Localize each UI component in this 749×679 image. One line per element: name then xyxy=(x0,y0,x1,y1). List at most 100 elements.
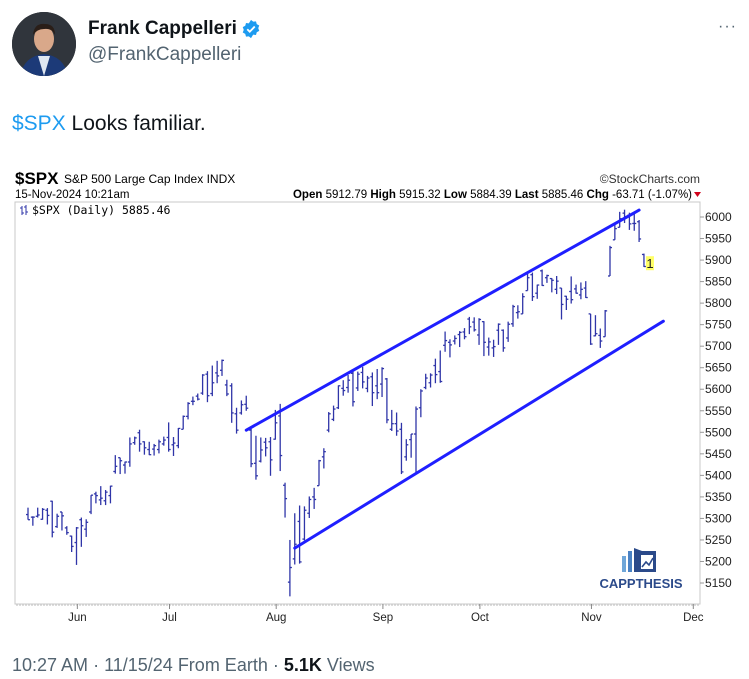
ohlc-bar xyxy=(176,427,181,449)
y-axis: 6000 5950 5900 5850 5800 5750 5700 5650 5600 5550… xyxy=(700,210,732,590)
ohlc-bar xyxy=(511,304,515,327)
ohlc-bar xyxy=(530,272,535,301)
ohlc-bar xyxy=(341,380,346,396)
tweet-text: $SPX Looks familiar. xyxy=(12,112,206,135)
ohlc-bar xyxy=(98,486,103,506)
ohlc-bar xyxy=(428,373,433,388)
ohlc-bar xyxy=(171,437,176,456)
y-tick-label: 5850 xyxy=(705,275,732,289)
y-tick-label: 5400 xyxy=(705,468,732,482)
ohlc-bar xyxy=(389,409,394,432)
y-tick-label: 5150 xyxy=(705,576,732,590)
ohlc-bar xyxy=(394,412,399,436)
ohlc-bar xyxy=(200,374,205,395)
plot-area xyxy=(14,201,701,605)
avatar[interactable] xyxy=(12,12,76,76)
ohlc-bar xyxy=(224,379,229,397)
ohlc-bar xyxy=(336,385,341,410)
x-tick-label: Dec xyxy=(683,612,704,624)
lower-channel-line xyxy=(293,319,665,550)
ohlc-bar xyxy=(118,457,123,475)
watermark-text: CAPPTHESIS xyxy=(599,576,682,591)
ohlc-bar xyxy=(501,329,506,352)
chart-symbol: $SPX xyxy=(15,169,59,188)
x-tick-label: Nov xyxy=(581,612,602,624)
ohlc-bar xyxy=(152,443,157,456)
stockcharts-credit: ©StockCharts.com xyxy=(600,172,700,186)
ohlc-bar xyxy=(108,485,113,504)
ohlc-bar xyxy=(540,269,545,287)
ohlc-bar xyxy=(147,441,152,456)
ohlc-bar xyxy=(30,516,35,526)
ohlc-bar xyxy=(93,491,98,504)
ohlc-bar xyxy=(637,220,642,242)
ohlc-bar xyxy=(481,320,486,357)
ohlc-bar xyxy=(593,315,598,337)
y-tick-label: 5650 xyxy=(705,361,732,375)
ohlc-bar xyxy=(79,517,84,547)
ohlc-bar xyxy=(161,436,166,446)
y-tick-label: 5750 xyxy=(705,318,732,332)
y-tick-label: 5500 xyxy=(705,425,732,439)
ohlc-bar xyxy=(472,317,477,332)
chart-datetime: 15-Nov-2024 10:21am xyxy=(15,189,129,201)
x-tick-label: Jun xyxy=(68,612,87,624)
ohlc-bar xyxy=(127,437,132,467)
ohlc-bar xyxy=(312,487,317,509)
tweet-time[interactable]: 10:27 AM xyxy=(12,655,89,675)
y-tick-label: 5450 xyxy=(705,447,732,461)
ohlc-bar xyxy=(190,396,195,406)
ohlc-bar xyxy=(452,335,457,345)
y-tick-label: 5300 xyxy=(705,511,732,525)
ohlc-bar xyxy=(520,293,525,315)
ohlc-bar xyxy=(559,287,564,320)
ohlc-bar xyxy=(59,511,64,531)
ohlc-bar xyxy=(569,276,574,304)
ohlc-bar xyxy=(486,337,491,356)
ohlc-bar xyxy=(26,507,30,521)
x-axis: Jun Jul Aug Sep Oct Nov Dec xyxy=(16,604,704,624)
ellipsis-icon[interactable]: ··· xyxy=(718,18,737,35)
ohlc-bar xyxy=(123,461,127,474)
ohlc-bar xyxy=(156,439,161,454)
ohlc-bar xyxy=(544,274,549,283)
ohlc-bar xyxy=(89,494,94,515)
x-tick-label: Jul xyxy=(162,612,177,624)
ohlc-bar xyxy=(447,339,452,358)
ohlc-bar xyxy=(258,437,263,463)
ohlc-bar xyxy=(564,295,569,311)
author-handle[interactable]: @FrankCappelleri xyxy=(88,44,242,65)
ohlc-bar xyxy=(603,310,608,338)
ohlc-bar xyxy=(380,367,385,397)
stock-chart[interactable]: $SPX S&P 500 Large Cap Index INDX ©Stock… xyxy=(0,160,749,630)
ohlc-bar xyxy=(64,526,69,535)
ohlc-bar xyxy=(103,490,108,506)
ohlc-bar xyxy=(278,403,283,472)
ohlc-bar xyxy=(554,275,559,295)
author-name[interactable]: Frank Cappelleri xyxy=(88,18,261,40)
legend-label: $SPX (Daily) 5885.46 xyxy=(32,203,171,217)
ohlc-bar xyxy=(220,359,224,376)
annotations: 1 xyxy=(645,256,654,271)
ohlc-legend-icon xyxy=(20,205,28,215)
ohlc-bar xyxy=(210,365,215,397)
ohlc-bar xyxy=(45,508,50,525)
ohlc-bar xyxy=(132,436,137,445)
x-tick-label: Aug xyxy=(266,612,286,624)
ohlc-bar xyxy=(409,433,414,458)
ohlc-bar xyxy=(433,358,438,384)
verified-badge-icon xyxy=(242,19,260,39)
ohlc-bar xyxy=(69,535,74,553)
y-tick-label: 5700 xyxy=(705,339,732,353)
ohlc-bar xyxy=(113,455,118,474)
ohlc-bar xyxy=(307,496,312,518)
ohlc-bar xyxy=(438,350,443,383)
ohlc-bar xyxy=(292,513,297,565)
y-tick-label: 5200 xyxy=(705,554,732,568)
cappthesis-watermark: CAPPTHESIS xyxy=(599,548,683,591)
ohlc-bar xyxy=(74,527,79,565)
ohlc-bar xyxy=(287,539,292,597)
tweet-date[interactable]: 11/15/24 xyxy=(104,655,173,675)
ohlc-bar xyxy=(234,407,239,434)
cashtag-link[interactable]: $SPX xyxy=(12,112,66,135)
